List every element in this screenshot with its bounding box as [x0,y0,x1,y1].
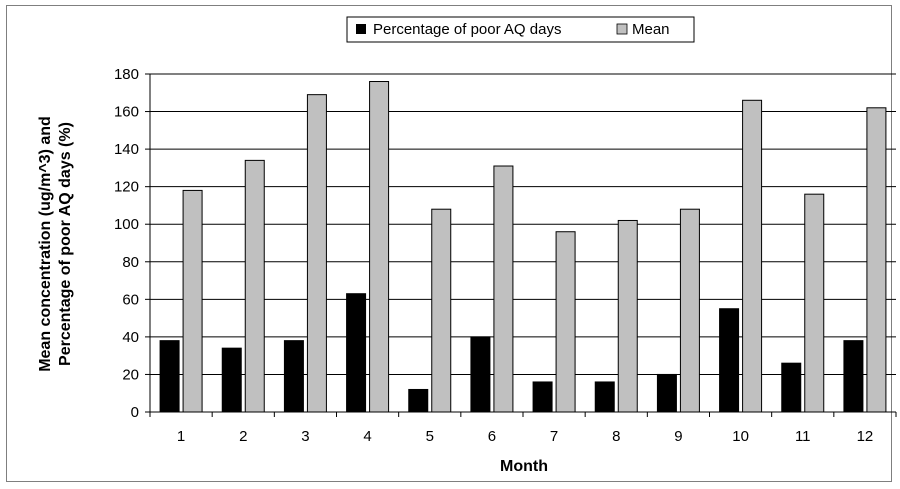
y-tick-label: 80 [122,254,139,271]
y-axis-label-line-1: Mean concentration (ug/m^3) and [37,116,54,372]
bar-percentage-poor-aq-days [656,373,677,413]
bar-mean [306,94,327,413]
x-tick-label: 6 [488,428,496,445]
x-tick-label: 1 [177,428,185,445]
bar-mean [431,208,452,413]
bar-percentage-poor-aq-days [346,293,367,413]
bar-mean [679,208,700,413]
legend-swatch-series-2 [616,23,628,35]
y-tick-label: 0 [131,404,139,421]
legend-label-series-1: Percentage of poor AQ days [373,21,561,38]
y-tick-label: 120 [114,179,139,196]
bar-mean [617,219,638,413]
bar-percentage-poor-aq-days [719,308,740,413]
legend-label-series-2: Mean [632,21,670,38]
x-tick-label: 9 [674,428,682,445]
y-tick-label: 160 [114,104,139,121]
x-tick-label: 7 [550,428,558,445]
y-tick-label: 140 [114,141,139,158]
bar-mean [804,193,825,413]
legend: Percentage of poor AQ days Mean [346,16,695,43]
x-tick-label: 11 [795,428,811,445]
bar-mean [555,231,576,413]
x-axis-label: Month [500,458,548,475]
x-tick-label: 4 [363,428,371,445]
bar-percentage-poor-aq-days [408,388,429,413]
axes [145,73,897,417]
bar-percentage-poor-aq-days [843,340,864,413]
bar-percentage-poor-aq-days [532,381,553,413]
bar-percentage-poor-aq-days [159,340,180,413]
bar-mean [182,189,203,413]
y-axis-label: Mean concentration (ug/m^3) and Percenta… [37,116,74,372]
bar-percentage-poor-aq-days [470,336,491,413]
y-tick-label: 180 [114,66,139,83]
y-tick-label: 100 [114,216,139,233]
x-tick-label: 2 [239,428,247,445]
bar-percentage-poor-aq-days [594,381,615,413]
bar-percentage-poor-aq-days [781,362,802,413]
gridlines [150,73,896,375]
bar-mean [493,165,514,413]
bar-percentage-poor-aq-days [221,347,242,413]
bars [159,81,887,413]
bar-mean [244,159,265,413]
x-tick-label: 10 [732,428,749,445]
legend-swatch-series-1 [356,24,366,34]
x-tick-label: 12 [857,428,874,445]
y-tick-label: 60 [122,291,139,308]
x-tick-label: 5 [426,428,434,445]
legend-box [346,16,695,43]
y-tick-label: 40 [122,329,139,346]
bar-mean [866,107,887,413]
y-axis-label-line-2: Percentage of poor AQ days (%) [57,122,74,366]
x-tick-label: 3 [301,428,309,445]
bar-percentage-poor-aq-days [283,340,304,413]
y-tick-label: 20 [122,366,139,383]
x-tick-label: 8 [612,428,620,445]
bar-mean [369,81,390,413]
bar-mean [742,99,763,413]
